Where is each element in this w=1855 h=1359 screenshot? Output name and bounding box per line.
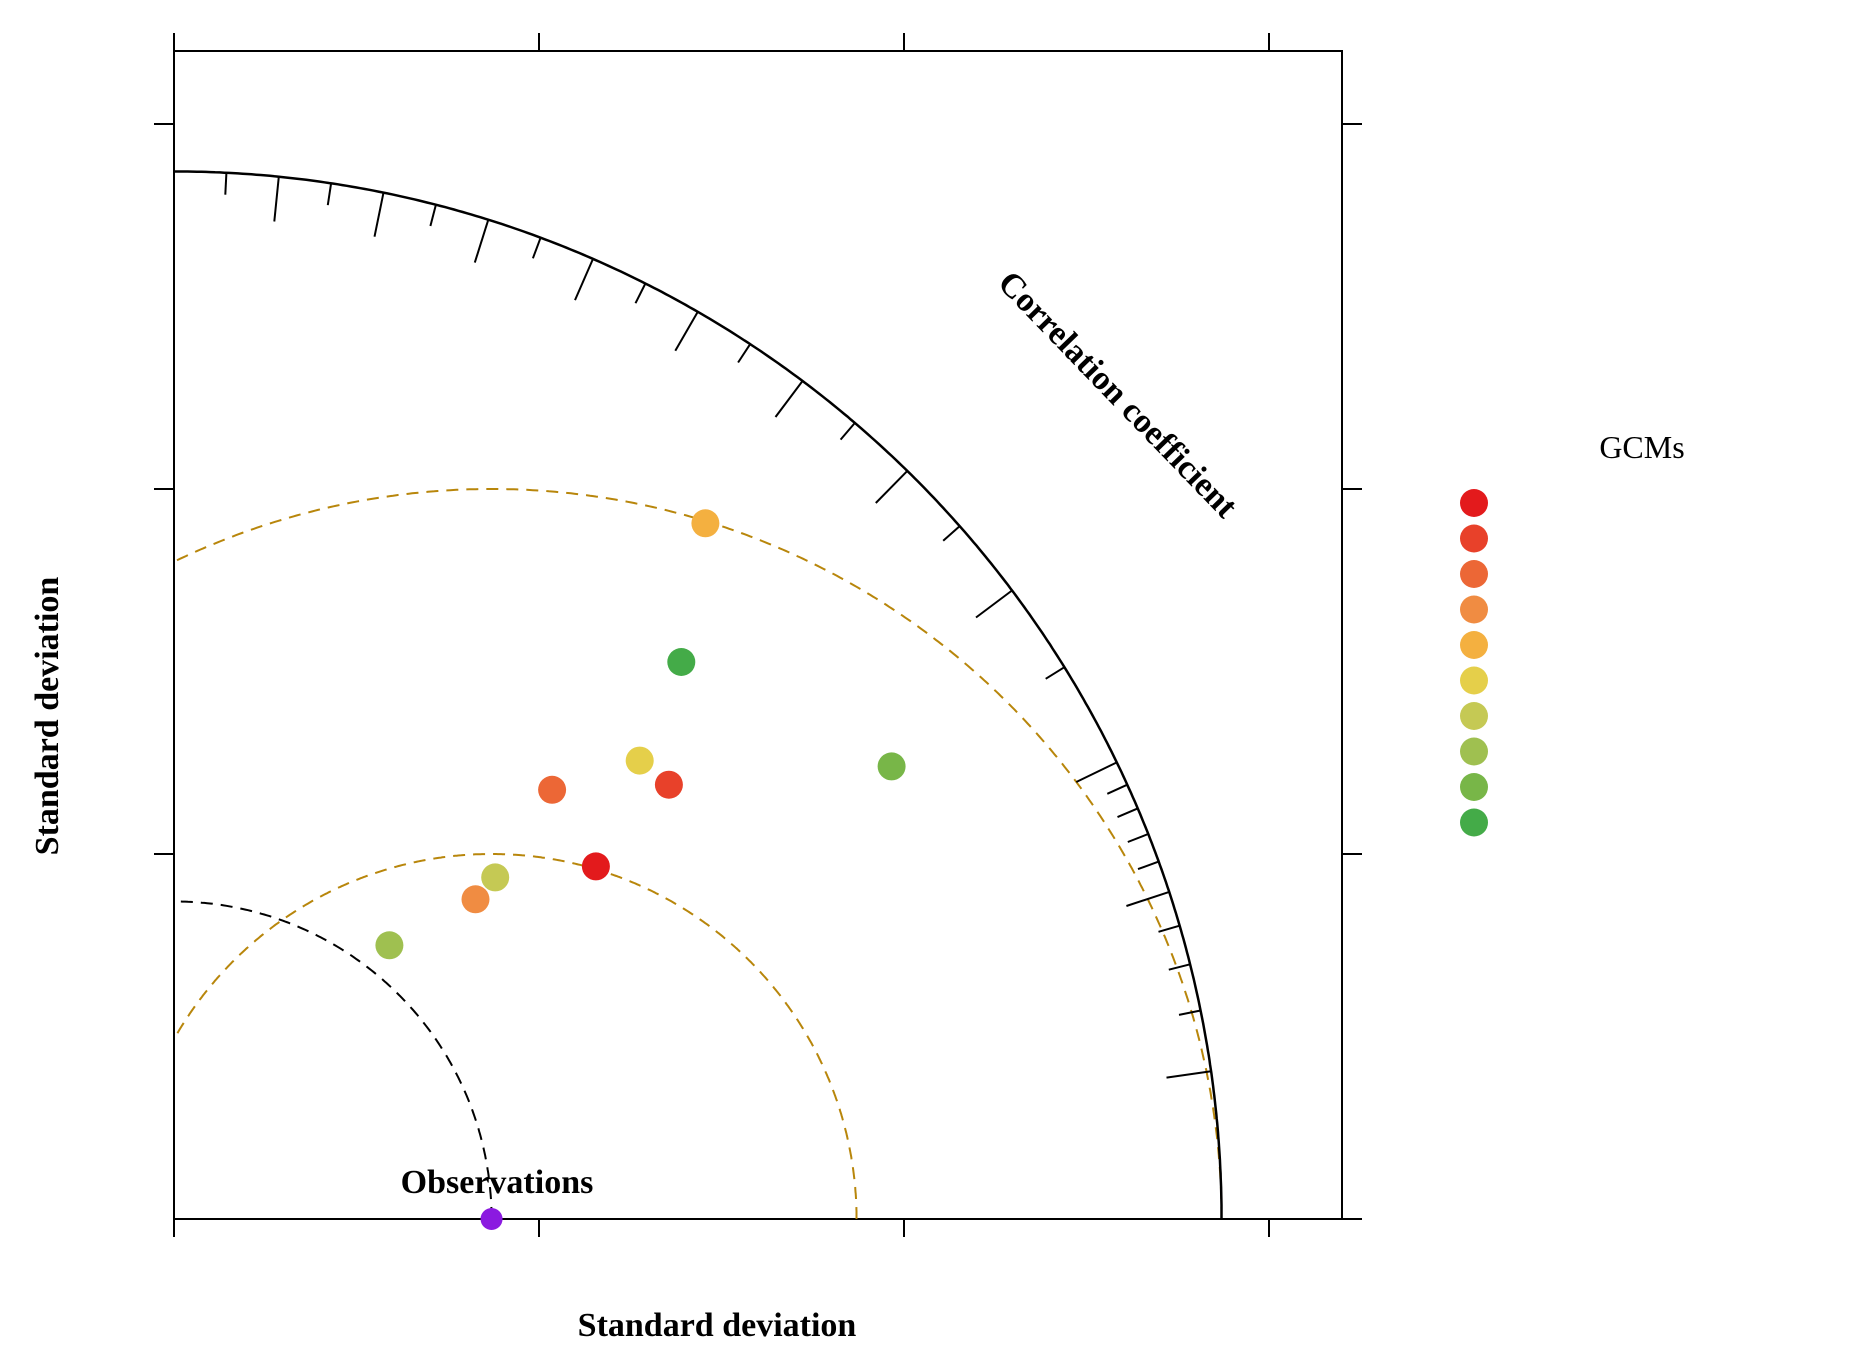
model-point: [538, 775, 567, 804]
correlation-minor-tick: [737, 343, 752, 364]
legend: [1460, 489, 1488, 837]
model-point: [375, 931, 404, 960]
correlation-minor-tick: [942, 525, 961, 542]
correlation-minor-tick: [1045, 666, 1065, 680]
legend-marker: [1460, 631, 1488, 659]
legend-marker: [1460, 489, 1488, 517]
x-axis-label: Standard deviation: [578, 1307, 857, 1344]
model-point: [581, 852, 610, 881]
plot-border: [173, 50, 1343, 1220]
correlation-major-tick: [674, 311, 699, 352]
plot-frame: [154, 33, 1362, 1237]
model-point: [654, 770, 683, 799]
correlation-major-tick: [273, 176, 280, 222]
legend-marker: [1460, 702, 1488, 730]
correlation-major-tick: [975, 589, 1013, 619]
model-point: [481, 863, 510, 892]
correlation-major-tick: [473, 219, 490, 263]
observations-label: Observations: [401, 1164, 594, 1201]
correlation-major-tick: [1075, 761, 1118, 783]
correlation-axis-label: Correlation coefficient: [991, 264, 1245, 525]
correlation-outer-arc: [174, 170, 1223, 1219]
correlation-minor-tick: [1127, 833, 1149, 843]
model-points: [375, 509, 906, 1230]
legend-marker: [1460, 524, 1488, 553]
correlation-minor-tick: [1168, 963, 1191, 971]
model-point: [667, 648, 696, 676]
model-point: [691, 509, 720, 538]
correlation-major-tick: [774, 380, 804, 418]
correlation-minor-tick: [634, 283, 647, 304]
legend-marker: [1460, 666, 1488, 695]
correlation-minor-tick: [531, 237, 542, 259]
correlation-major-tick: [1126, 890, 1170, 907]
model-point: [625, 746, 654, 775]
correlation-minor-tick: [1117, 807, 1139, 819]
correlation-major-tick: [373, 192, 385, 237]
legend-marker: [1460, 737, 1488, 766]
correlation-minor-tick: [839, 422, 856, 441]
legend-marker: [1460, 595, 1488, 624]
model-point: [461, 885, 490, 914]
correlation-minor-tick: [1106, 783, 1128, 795]
correlation-major-tick: [574, 258, 594, 301]
correlation-major-tick: [875, 470, 909, 504]
rms-contours: [173, 488, 1223, 1220]
legend-marker: [1460, 773, 1488, 801]
legend-title: GCMs: [1599, 429, 1684, 465]
legend-marker: [1460, 560, 1488, 588]
correlation-major-tick: [1166, 1070, 1212, 1079]
correlation-minor-tick: [326, 183, 333, 206]
model-point: [877, 752, 906, 781]
correlation-minor-tick: [1178, 1009, 1201, 1016]
legend-marker: [1460, 808, 1488, 837]
observation-point: [480, 1208, 503, 1230]
rms-contour-1: [173, 488, 1223, 1219]
correlation-minor-tick: [224, 172, 228, 195]
correlation-arc: [174, 170, 1223, 1219]
correlation-minor-tick: [1137, 860, 1160, 871]
y-axis-label: Standard deviation: [29, 577, 66, 856]
correlation-minor-tick: [1158, 924, 1180, 933]
reference-std-arc: [174, 900, 493, 1220]
correlation-minor-tick: [429, 204, 437, 227]
